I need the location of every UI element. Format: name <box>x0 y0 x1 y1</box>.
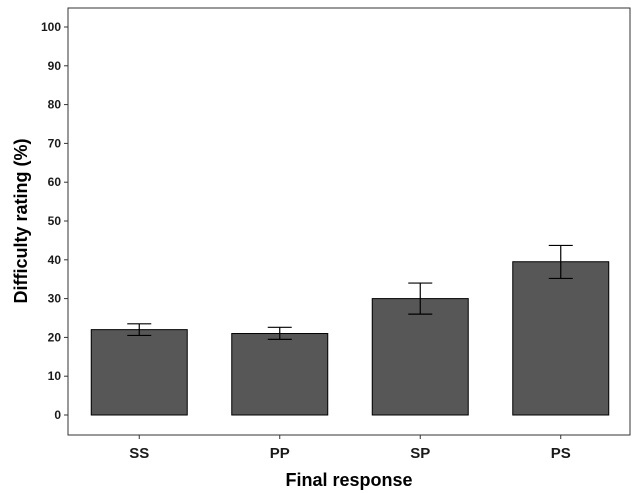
x-tick-label: PP <box>270 445 290 462</box>
y-tick-label: 60 <box>48 175 62 189</box>
y-tick-label: 90 <box>48 59 62 73</box>
y-tick-label: 30 <box>48 292 62 306</box>
y-tick-label: 80 <box>48 98 62 112</box>
x-axis-title: Final response <box>285 470 412 490</box>
bar-sp <box>371 298 469 416</box>
bar-pp <box>231 333 329 416</box>
error-bars-group <box>127 244 573 340</box>
x-tick-label: PS <box>551 445 571 462</box>
y-axis-title: Difficulty rating (%) <box>11 138 31 303</box>
y-tick-label: 100 <box>41 20 61 34</box>
y-tick-label: 40 <box>48 253 62 267</box>
x-axis: SS PP SP PS <box>129 435 571 462</box>
y-tick-label: 70 <box>48 136 62 150</box>
y-axis: 0 10 20 30 40 50 60 70 80 90 100 <box>41 20 68 422</box>
x-tick-label: SS <box>129 445 149 462</box>
bars-group <box>90 261 610 416</box>
y-tick-label: 20 <box>48 330 62 344</box>
y-tick-label: 10 <box>48 369 62 383</box>
bar-ps <box>512 261 610 416</box>
y-tick-label: 0 <box>54 408 61 422</box>
bar-ss <box>90 329 188 416</box>
x-tick-label: SP <box>410 445 430 462</box>
y-tick-label: 50 <box>48 214 62 228</box>
